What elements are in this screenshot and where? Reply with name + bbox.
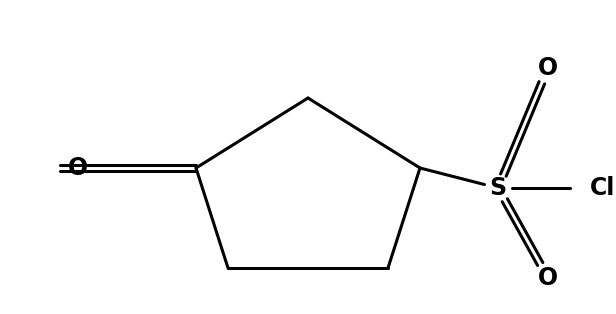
- Text: S: S: [490, 176, 506, 200]
- Text: O: O: [538, 266, 558, 290]
- Text: O: O: [538, 56, 558, 80]
- Text: Cl: Cl: [590, 176, 615, 200]
- Text: O: O: [68, 156, 88, 180]
